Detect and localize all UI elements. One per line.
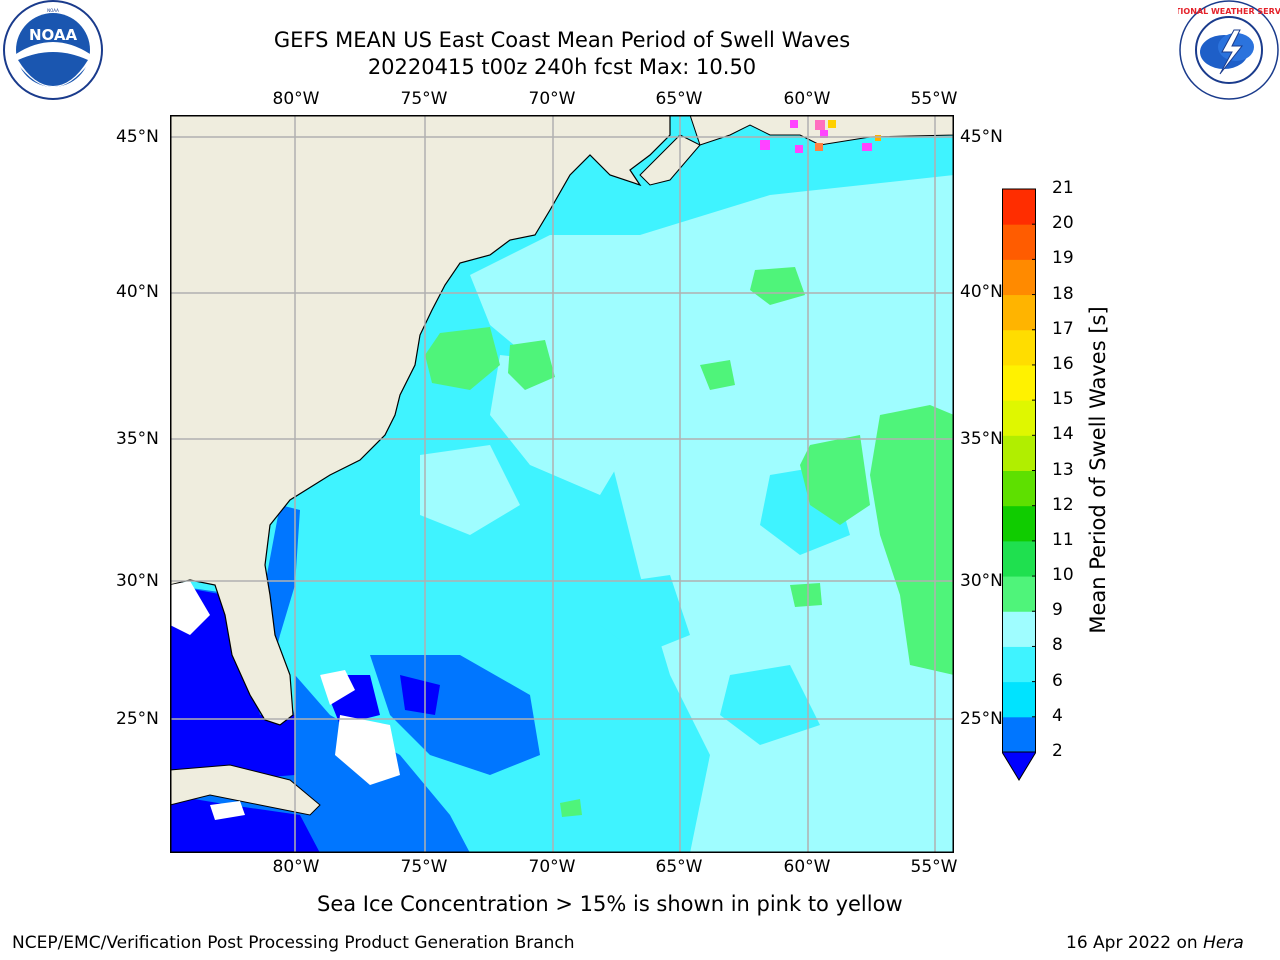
lat-label-left-40n: 40°N (116, 282, 159, 302)
swell-period-map (170, 115, 954, 853)
colorbar-bin-1 (1002, 681, 1036, 718)
colorbar-bin-2 (1002, 646, 1036, 683)
map-frame (170, 115, 954, 853)
lon-label-bottom-65w: 65°W (655, 857, 703, 877)
colorbar-tick-label-16: 16 (1052, 353, 1074, 374)
colorbar-title: Mean Period of Swell Waves [s] (1086, 306, 1110, 634)
lat-label-left-25n: 25°N (116, 709, 159, 729)
footer-host: Hera (1203, 933, 1244, 953)
colorbar-tick-label-17: 17 (1052, 318, 1074, 339)
colorbar-tick-label-14: 14 (1052, 424, 1074, 445)
map-title: GEFS MEAN US East Coast Mean Period of S… (273, 28, 851, 52)
svg-text:NOAA: NOAA (47, 8, 59, 13)
graticule (170, 115, 954, 853)
lat-label-right-25n: 25°N (960, 709, 1003, 729)
colorbar-tick-label-11: 11 (1052, 529, 1074, 550)
colorbar-tick-label-2: 2 (1052, 741, 1063, 761)
nws-logo: NATIONAL WEATHER SERVICE (1178, 0, 1280, 100)
colorbar-bin-4 (1002, 576, 1036, 612)
colorbar-underflow-arrow (1002, 751, 1036, 781)
colorbar-tick-label-19: 19 (1052, 248, 1074, 269)
colorbar-bin-6 (1002, 505, 1036, 542)
lat-label-right-40n: 40°N (960, 282, 1003, 302)
colorbar-bin-9 (1002, 400, 1036, 436)
cuba-land (170, 764, 321, 816)
lat-label-left-30n: 30°N (116, 571, 159, 591)
lon-label-top-75w: 75°W (400, 89, 448, 109)
colorbar-bin-15 (1002, 189, 1036, 225)
period-8-9-region (470, 175, 954, 853)
footer-date-text: 16 Apr 2022 on (1066, 933, 1204, 953)
colorbar-bin-0 (1002, 716, 1036, 753)
colorbar-bin-14 (1002, 224, 1036, 260)
svg-text:NATIONAL WEATHER SERVICE: NATIONAL WEATHER SERVICE (1178, 7, 1280, 16)
colorbar-tick-label-9: 9 (1052, 600, 1063, 621)
lon-label-bottom-55w: 55°W (910, 857, 958, 877)
colorbar-bin-11 (1002, 329, 1036, 366)
lat-label-right-45n: 45°N (960, 127, 1003, 147)
lon-label-top-80w: 80°W (272, 89, 320, 109)
colorbar-tick-label-18: 18 (1052, 283, 1074, 304)
lon-label-top-65w: 65°W (655, 89, 703, 109)
colorbar-tick-label-13: 13 (1052, 459, 1074, 480)
map-subtitle: 20220415 t00z 240h fcst Max: 10.50 (367, 55, 757, 79)
colorbar-bin-5 (1002, 540, 1036, 577)
colorbar-tick-label-8: 8 (1052, 635, 1063, 656)
lat-label-left-35n: 35°N (116, 429, 159, 449)
lon-label-bottom-75w: 75°W (400, 857, 448, 877)
noaa-logo: NOAA NOAA (3, 0, 103, 100)
noaa-logo-text: NOAA (29, 26, 78, 44)
colorbar-tick-label-4: 4 (1052, 705, 1063, 726)
lon-label-bottom-80w: 80°W (272, 857, 320, 877)
lon-label-bottom-70w: 70°W (528, 857, 576, 877)
colorbar-tick-label-12: 12 (1052, 494, 1074, 515)
period-9-10-patch (425, 327, 500, 390)
lon-label-top-70w: 70°W (528, 89, 576, 109)
lon-label-top-60w: 60°W (783, 89, 831, 109)
bahamas-bank-mask (335, 715, 400, 785)
colorbar-bin-10 (1002, 364, 1036, 401)
colorbar-tick-label-10: 10 (1052, 565, 1074, 586)
colorbar-tick-label-15: 15 (1052, 389, 1074, 410)
lon-label-bottom-60w: 60°W (783, 857, 831, 877)
colorbar-bin-8 (1002, 435, 1036, 471)
colorbar-tick-label-21: 21 (1052, 178, 1074, 198)
footer-date: 16 Apr 2022 on Hera (1066, 933, 1244, 953)
colorbar-bin-7 (1002, 470, 1036, 507)
footer-branch: NCEP/EMC/Verification Post Processing Pr… (12, 933, 575, 953)
lat-label-left-45n: 45°N (116, 127, 159, 147)
lat-label-right-35n: 35°N (960, 429, 1003, 449)
colorbar-tick-label-20: 20 (1052, 213, 1074, 234)
lon-label-top-55w: 55°W (910, 89, 958, 109)
colorbar-bin-12 (1002, 294, 1036, 331)
colorbar-bin-3 (1002, 611, 1036, 647)
sea-ice-note: Sea Ice Concentration > 15% is shown in … (317, 892, 903, 916)
sea-ice-pixels (760, 120, 881, 153)
colorbar (1002, 188, 1036, 781)
lat-label-right-30n: 30°N (960, 571, 1003, 591)
colorbar-tick-label-6: 6 (1052, 670, 1063, 691)
colorbar-bin-13 (1002, 259, 1036, 296)
